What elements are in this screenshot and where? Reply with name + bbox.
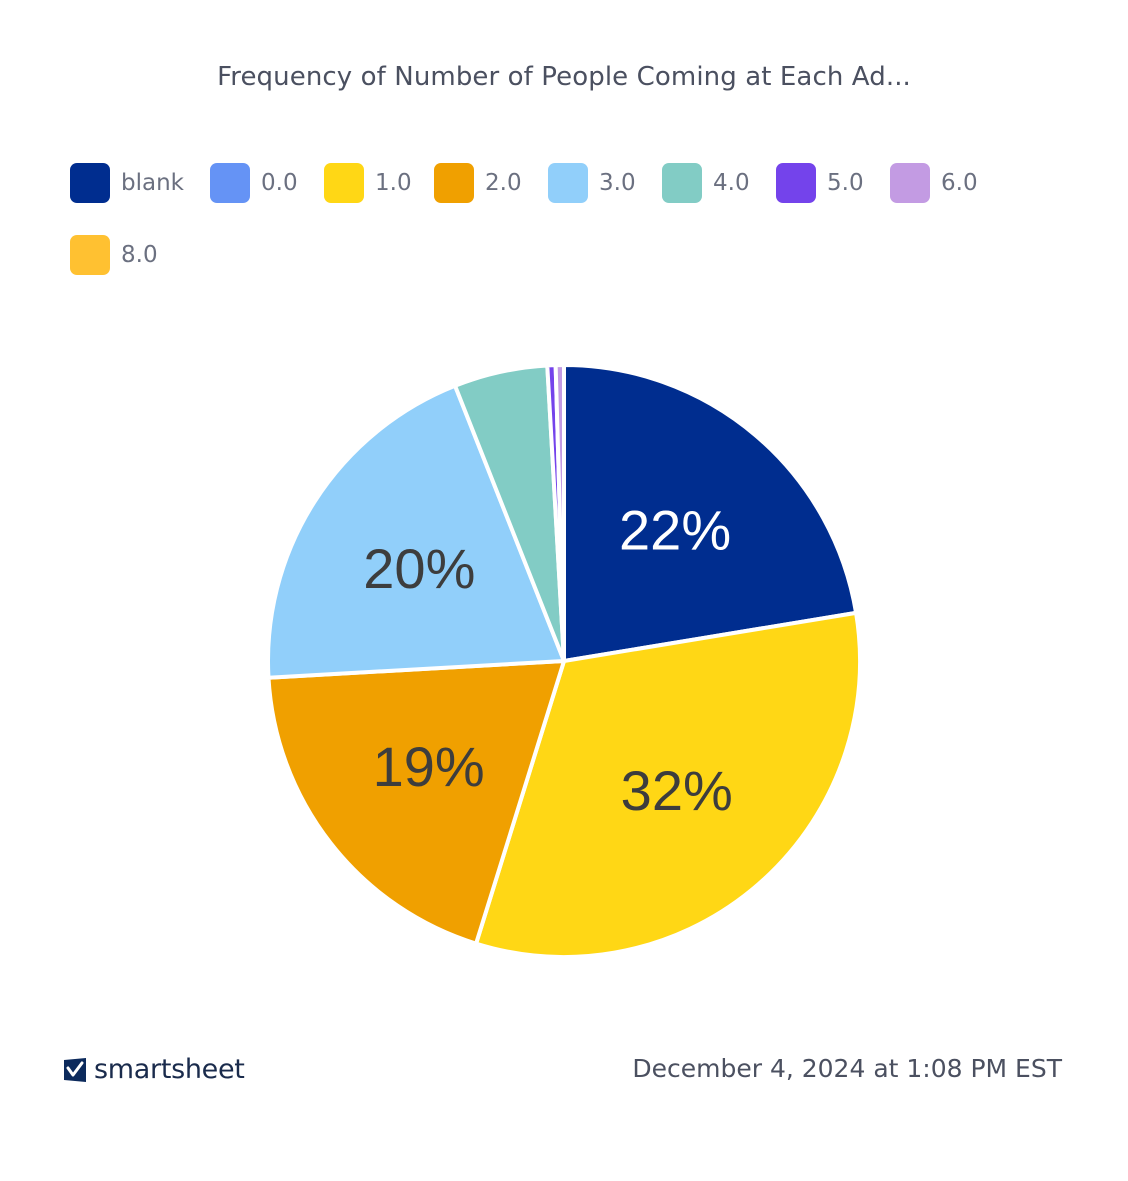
legend-swatch (662, 163, 702, 203)
legend-label: 6.0 (941, 170, 978, 196)
brand-logo: smartsheet (64, 1054, 245, 1085)
pie-slice[interactable] (562, 363, 859, 663)
legend-item[interactable]: 8.0 (70, 235, 158, 275)
legend-item[interactable]: 1.0 (324, 163, 412, 203)
legend-label: 5.0 (827, 170, 864, 196)
legend-swatch (434, 163, 474, 203)
pie-slice[interactable] (553, 362, 566, 663)
chart-title: Frequency of Number of People Coming at … (217, 62, 911, 92)
legend-item[interactable]: 0.0 (210, 163, 298, 203)
legend-swatch (548, 163, 588, 203)
legend-label: 0.0 (261, 170, 298, 196)
legend-swatch (890, 163, 930, 203)
brand-name: smartsheet (94, 1054, 245, 1085)
pie-slice-label: 20% (363, 537, 475, 600)
legend-label: 3.0 (599, 170, 636, 196)
footer: smartsheet December 4, 2024 at 1:08 PM E… (0, 1050, 1128, 1090)
timestamp: December 4, 2024 at 1:08 PM EST (632, 1054, 1062, 1083)
pie-slice[interactable] (266, 659, 566, 946)
legend-item[interactable]: blank (70, 163, 184, 203)
legend-swatch (776, 163, 816, 203)
legend-item[interactable]: 5.0 (776, 163, 864, 203)
legend-label: 2.0 (485, 170, 522, 196)
legend-label: 8.0 (121, 242, 158, 268)
legend-item[interactable]: 6.0 (890, 163, 978, 203)
pie-slice-label: 19% (373, 735, 485, 798)
smartsheet-check-icon (64, 1057, 86, 1082)
legend-swatch (324, 163, 364, 203)
legend-swatch (210, 163, 250, 203)
legend-swatch (70, 163, 110, 203)
pie-slice[interactable] (474, 610, 862, 959)
pie-slice-label: 32% (621, 759, 733, 822)
legend-label: 4.0 (713, 170, 750, 196)
pie-slice-label: 22% (619, 499, 731, 562)
legend-item[interactable]: 2.0 (434, 163, 522, 203)
legend-item[interactable]: 4.0 (662, 163, 750, 203)
legend-swatch (70, 235, 110, 275)
legend-label: blank (121, 170, 184, 196)
pie-slice[interactable] (266, 383, 566, 680)
legend-item[interactable]: 3.0 (548, 163, 636, 203)
legend-label: 1.0 (375, 170, 412, 196)
